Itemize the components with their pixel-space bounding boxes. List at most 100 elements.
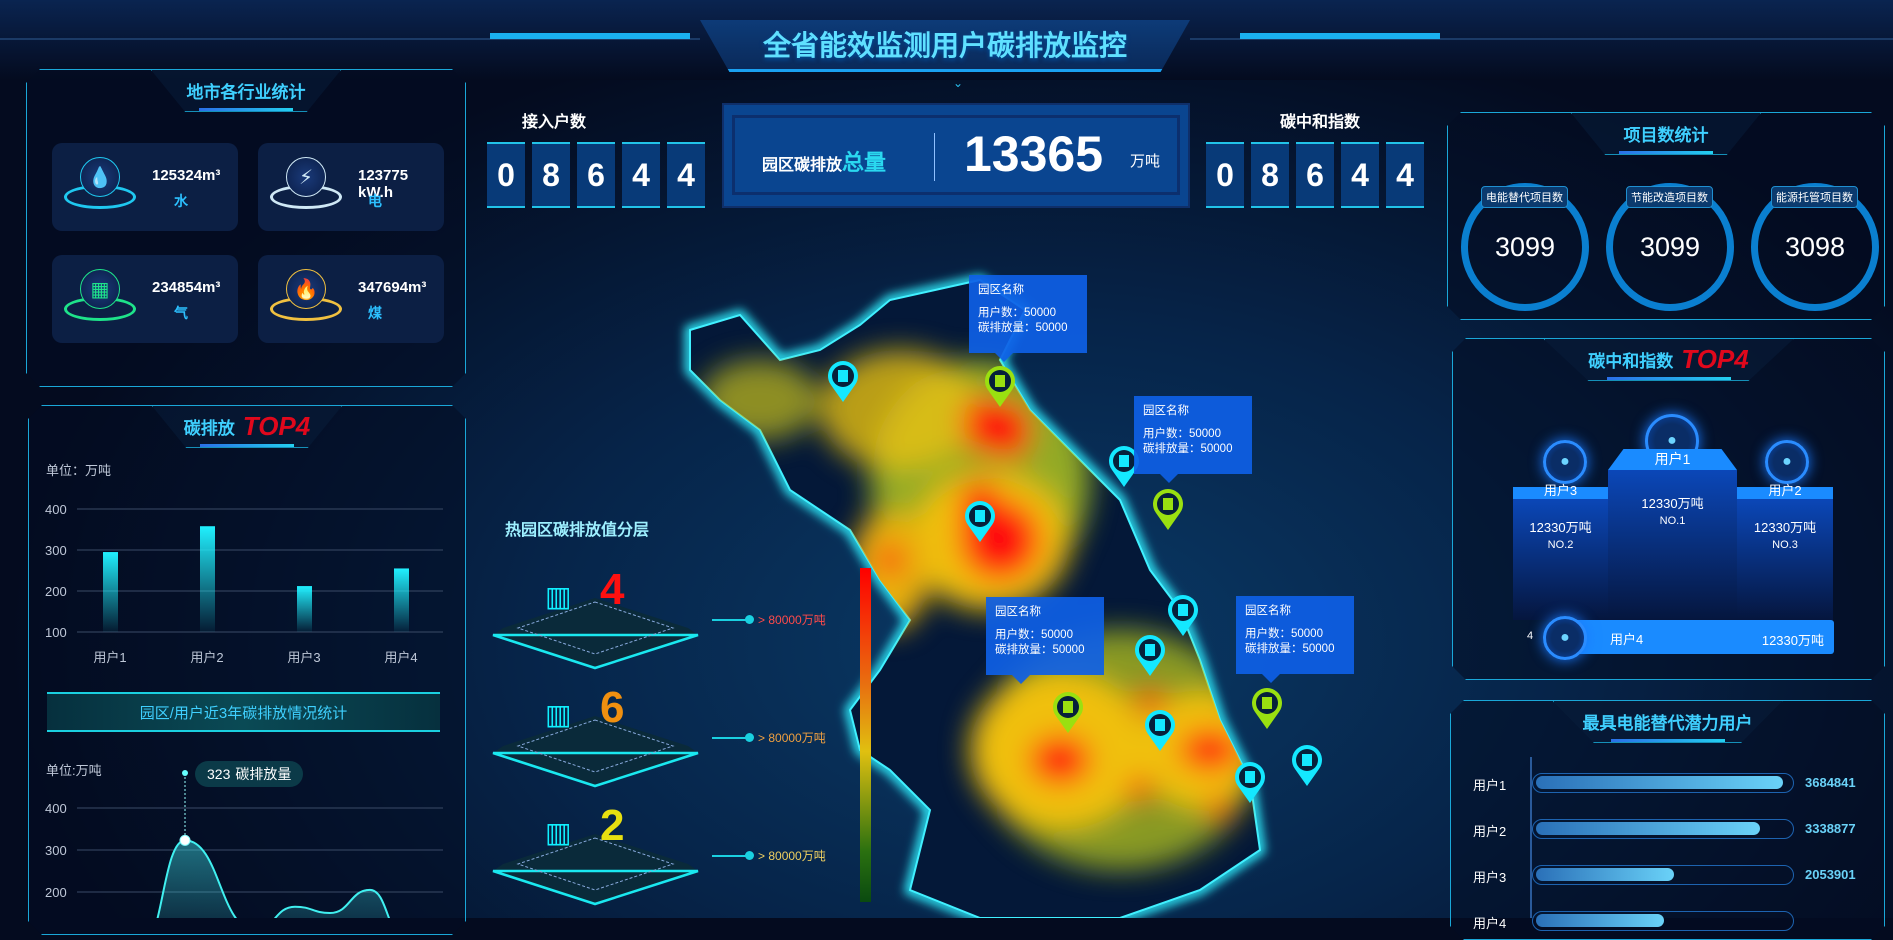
layer-platform [492, 598, 699, 670]
park-emission: 碳排放量：50000 [1245, 643, 1335, 655]
layer-count: 4 [600, 565, 625, 614]
park-emission: 碳排放量：50000 [1143, 443, 1233, 455]
connector-dot [745, 615, 754, 624]
park-tooltip: 园区名称 用户数：50000 碳排放量：50000 [986, 597, 1104, 684]
park-emission: 碳排放量：50000 [978, 322, 1068, 334]
potential-value: 3338877 [1805, 821, 1856, 836]
y-tick-label: 300 [45, 843, 67, 858]
fourth-row: 用户4 12330万吨 [1570, 620, 1834, 654]
top4-badge: TOP4 [242, 411, 311, 441]
stat-value: 347694m³ [358, 279, 427, 296]
potential-progress [1532, 911, 1794, 931]
bar [200, 526, 215, 632]
progress-fill [1536, 868, 1674, 881]
total-emission-card: 园区碳排放总量 13365 万吨 [722, 103, 1190, 208]
top4-badge: TOP4 [1681, 344, 1749, 374]
counter-digit: 4 [622, 142, 660, 208]
park-location-pin[interactable] [1143, 708, 1177, 752]
park-location-pin[interactable] [983, 364, 1017, 408]
project-count: 3099 [1494, 231, 1556, 262]
fourth-name: 用户4 [1610, 632, 1644, 647]
park-name: 园区名称 [1245, 605, 1291, 617]
lightning-icon: ⚡ [286, 157, 326, 197]
podium-rank: NO.2 [1547, 539, 1574, 551]
counter-digit: 0 [487, 142, 525, 208]
stat-card-2: ▦ 234854m³ 气 [52, 255, 238, 343]
users-counter-label: 接入户数 [522, 114, 587, 131]
layer-connector [712, 619, 748, 621]
park-location-pin[interactable] [1151, 487, 1185, 531]
x-tick-label: 用户2 [190, 650, 223, 665]
emission-bar-chart: 100 200 300 400 用户1 用户2 用户3 用户4 [45, 502, 443, 665]
gas-meter-icon: ▦ [80, 269, 120, 309]
progress-fill [1536, 776, 1784, 789]
total-unit: 万吨 [1130, 153, 1161, 170]
flame-icon: 🔥 [286, 269, 326, 309]
stat-card-3: 🔥 347694m³ 煤 [258, 255, 444, 343]
potential-panel: 最具电能替代潜力用户 [1450, 700, 1885, 940]
layer-threshold: > 80000万吨 [758, 613, 826, 627]
y-tick-label: 300 [45, 543, 67, 558]
x-tick-label: 用户1 [93, 650, 126, 665]
park-location-pin[interactable] [1250, 686, 1284, 730]
park-location-pin[interactable] [1166, 593, 1200, 637]
progress-fill [1536, 822, 1761, 835]
highlight-point [179, 834, 191, 846]
water-drop-icon: 💧 [80, 157, 120, 197]
building-icon [1145, 644, 1155, 656]
y-tick-label: 200 [45, 885, 67, 900]
counter-digit: 8 [1251, 142, 1289, 208]
park-location-pin[interactable] [963, 499, 997, 543]
potential-value: 3684841 [1805, 775, 1856, 790]
park-location-pin[interactable] [1133, 633, 1167, 677]
stat-label: 电 [368, 193, 382, 209]
park-emission: 碳排放量：50000 [995, 644, 1085, 656]
potential-progress [1532, 773, 1794, 793]
bar-unit-label: 单位：万吨 [46, 463, 112, 478]
podium-rank: NO.3 [1772, 539, 1798, 551]
heat-color-scale [860, 568, 871, 902]
connector-dot [745, 733, 754, 742]
potential-user-name: 用户4 [1473, 916, 1507, 931]
province-heat-map [560, 250, 1440, 918]
project-label: 能源托管项目数 [1771, 186, 1858, 208]
park-tooltip: 园区名称 用户数：50000 碳排放量：50000 [1236, 596, 1354, 683]
building-icon [1155, 719, 1165, 731]
podium-value: 12330万吨 [1641, 496, 1704, 511]
layer-threshold: > 80000万吨 [758, 849, 826, 863]
layers-title: 热园区碳排放值分层 [505, 522, 650, 539]
y-tick-label: 400 [45, 502, 67, 517]
avatar-user3: ● [1543, 440, 1587, 484]
stat-label: 煤 [368, 305, 382, 321]
podium-name: 用户2 [1768, 483, 1802, 498]
park-tooltip: 园区名称 用户数：50000 碳排放量：50000 [969, 275, 1087, 362]
counter-digit: 4 [1386, 142, 1424, 208]
building-icon [1119, 455, 1129, 467]
counter-digit: 0 [1206, 142, 1244, 208]
counter-digit: 6 [1296, 142, 1334, 208]
trend-tooltip: 323 碳排放量 [195, 761, 304, 787]
park-location-pin[interactable] [1290, 743, 1324, 787]
park-location-pin[interactable] [1233, 760, 1267, 804]
park-location-pin[interactable] [1107, 444, 1141, 488]
counter-digit: 4 [1341, 142, 1379, 208]
podium-top-2: 用户2 [1737, 484, 1833, 499]
stat-value: 125324m³ [152, 167, 221, 184]
park-location-pin[interactable] [1051, 690, 1085, 734]
building-icon [1302, 754, 1312, 766]
total-value: 13365 [964, 126, 1104, 182]
building-icon: ▥ [545, 817, 572, 848]
fourth-index: 4 [1527, 630, 1534, 642]
potential-user-name: 用户1 [1473, 778, 1507, 793]
chevron-down-icon: ⌄ [953, 76, 964, 90]
stat-card-0: 💧 125324m³ 水 [52, 143, 238, 231]
y-tick-label: 200 [45, 584, 67, 599]
park-location-pin[interactable] [826, 359, 860, 403]
counter-digit: 4 [667, 142, 705, 208]
bar [103, 552, 118, 632]
y-tick-label: 400 [45, 801, 67, 816]
potential-progress [1532, 865, 1794, 885]
header-bar: 全省能效监测用户碳排放监控 ⌄ [0, 0, 1893, 90]
podium-2: 12330万吨 NO.2 [1513, 499, 1608, 620]
stat-card-1: ⚡ 123775 kW.h 电 [258, 143, 444, 231]
